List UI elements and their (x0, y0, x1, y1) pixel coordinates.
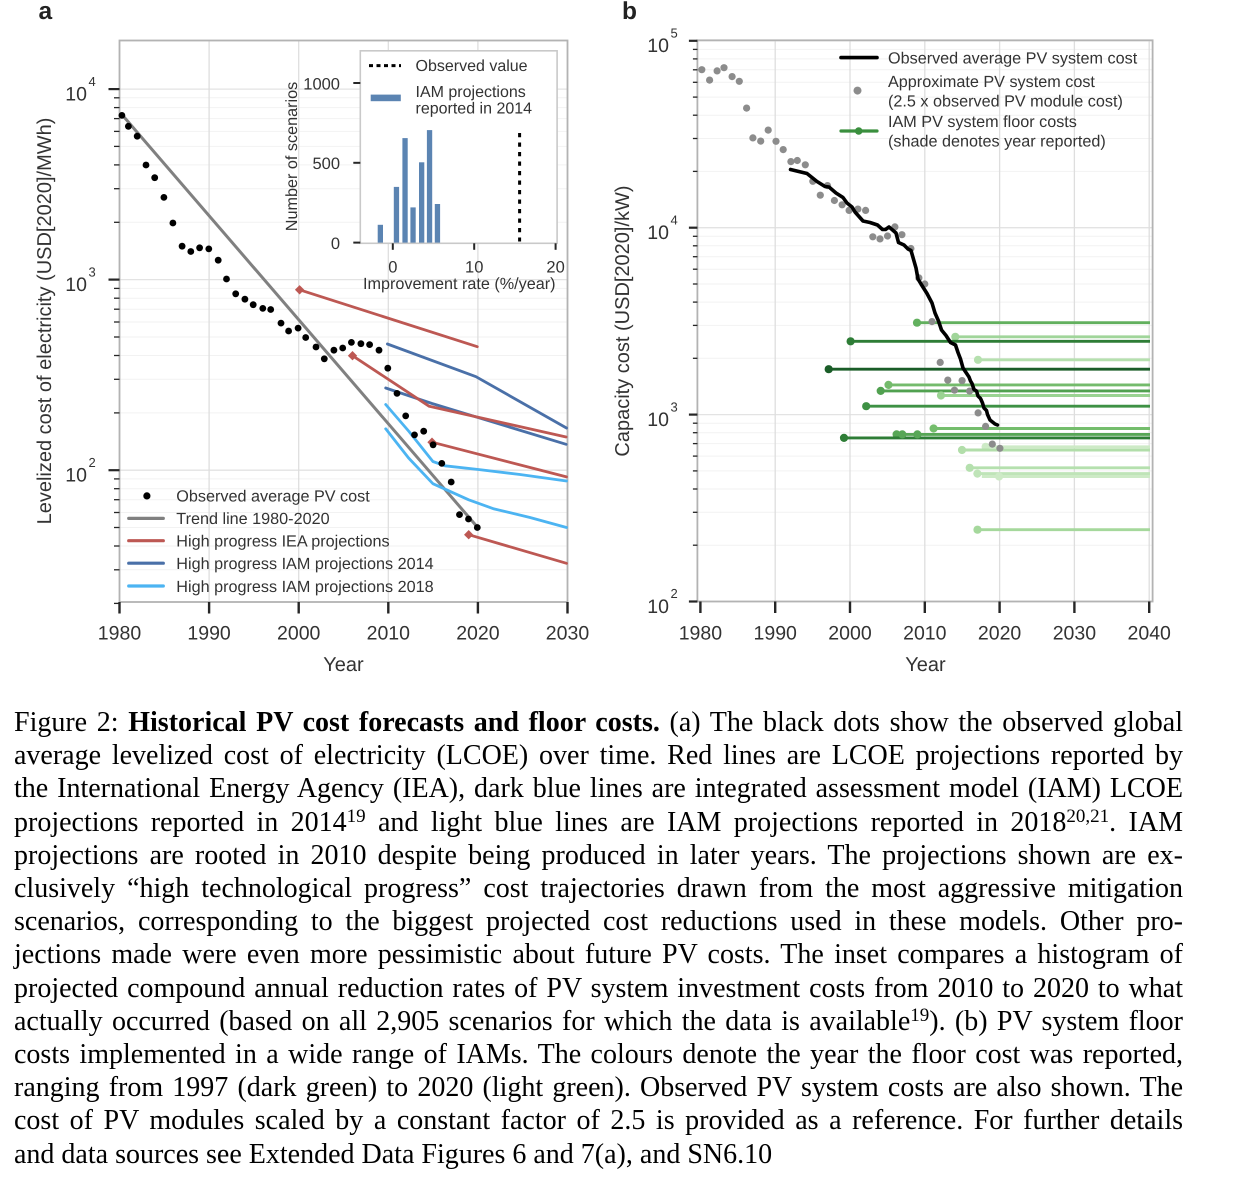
svg-text:10: 10 (647, 409, 669, 431)
svg-text:2: 2 (89, 455, 96, 470)
svg-text:20: 20 (546, 258, 564, 276)
svg-text:IAM PV system floor costs: IAM PV system floor costs (888, 113, 1077, 131)
svg-text:IAM projections: IAM projections (416, 84, 526, 101)
svg-text:Improvement rate (%/year): Improvement rate (%/year) (363, 275, 556, 293)
svg-text:2020: 2020 (456, 623, 500, 645)
svg-text:10: 10 (465, 258, 483, 276)
svg-text:High progress IAM projections: High progress IAM projections 2014 (176, 555, 433, 573)
svg-text:3: 3 (671, 399, 678, 414)
svg-text:10: 10 (647, 35, 669, 57)
svg-text:Observed average PV cost: Observed average PV cost (176, 488, 370, 506)
svg-text:1990: 1990 (187, 623, 231, 645)
svg-text:Levelized cost of electricity: Levelized cost of electricity (USD[2020]… (34, 118, 56, 525)
svg-text:0: 0 (331, 235, 340, 253)
svg-text:2000: 2000 (828, 623, 872, 645)
svg-text:1980: 1980 (679, 623, 723, 645)
svg-text:2010: 2010 (367, 623, 411, 645)
svg-text:Approximate PV system cost: Approximate PV system cost (888, 73, 1095, 91)
svg-text:1990: 1990 (754, 623, 798, 645)
svg-text:Trend line 1980-2020: Trend line 1980-2020 (176, 510, 329, 528)
svg-text:2000: 2000 (277, 623, 321, 645)
svg-text:2020: 2020 (978, 623, 1022, 645)
svg-text:High progress IEA projections: High progress IEA projections (176, 533, 389, 551)
svg-text:(shade denotes year reported): (shade denotes year reported) (888, 133, 1106, 151)
svg-text:2010: 2010 (903, 623, 947, 645)
svg-text:Year: Year (323, 654, 364, 676)
svg-text:Number of scenarios: Number of scenarios (283, 82, 301, 231)
svg-text:10: 10 (65, 465, 87, 487)
svg-text:Observed average PV system cos: Observed average PV system cost (888, 49, 1138, 67)
svg-text:4: 4 (671, 212, 678, 227)
svg-text:Capacity cost (USD[2020]/kW): Capacity cost (USD[2020]/kW) (612, 185, 634, 456)
svg-text:500: 500 (312, 155, 340, 173)
svg-text:2030: 2030 (546, 623, 590, 645)
svg-text:reported in 2014: reported in 2014 (416, 101, 533, 118)
svg-text:5: 5 (671, 26, 678, 41)
svg-text:10: 10 (647, 222, 669, 244)
svg-text:0: 0 (388, 258, 397, 276)
svg-text:a: a (39, 0, 53, 25)
svg-text:b: b (622, 0, 637, 25)
svg-text:Observed value: Observed value (416, 58, 528, 75)
svg-text:2030: 2030 (1053, 623, 1097, 645)
svg-text:(2.5 x observed PV module cost: (2.5 x observed PV module cost) (888, 92, 1123, 110)
svg-text:4: 4 (89, 74, 96, 89)
svg-text:2: 2 (671, 586, 678, 601)
svg-text:10: 10 (65, 83, 87, 105)
svg-text:3: 3 (89, 264, 96, 279)
svg-text:High progress IAM projections: High progress IAM projections 2018 (176, 578, 433, 596)
svg-text:1980: 1980 (98, 623, 142, 645)
svg-text:10: 10 (647, 596, 669, 618)
svg-text:Year: Year (905, 654, 946, 676)
svg-text:10: 10 (65, 274, 87, 296)
svg-text:2040: 2040 (1128, 623, 1172, 645)
svg-text:1000: 1000 (303, 75, 340, 93)
